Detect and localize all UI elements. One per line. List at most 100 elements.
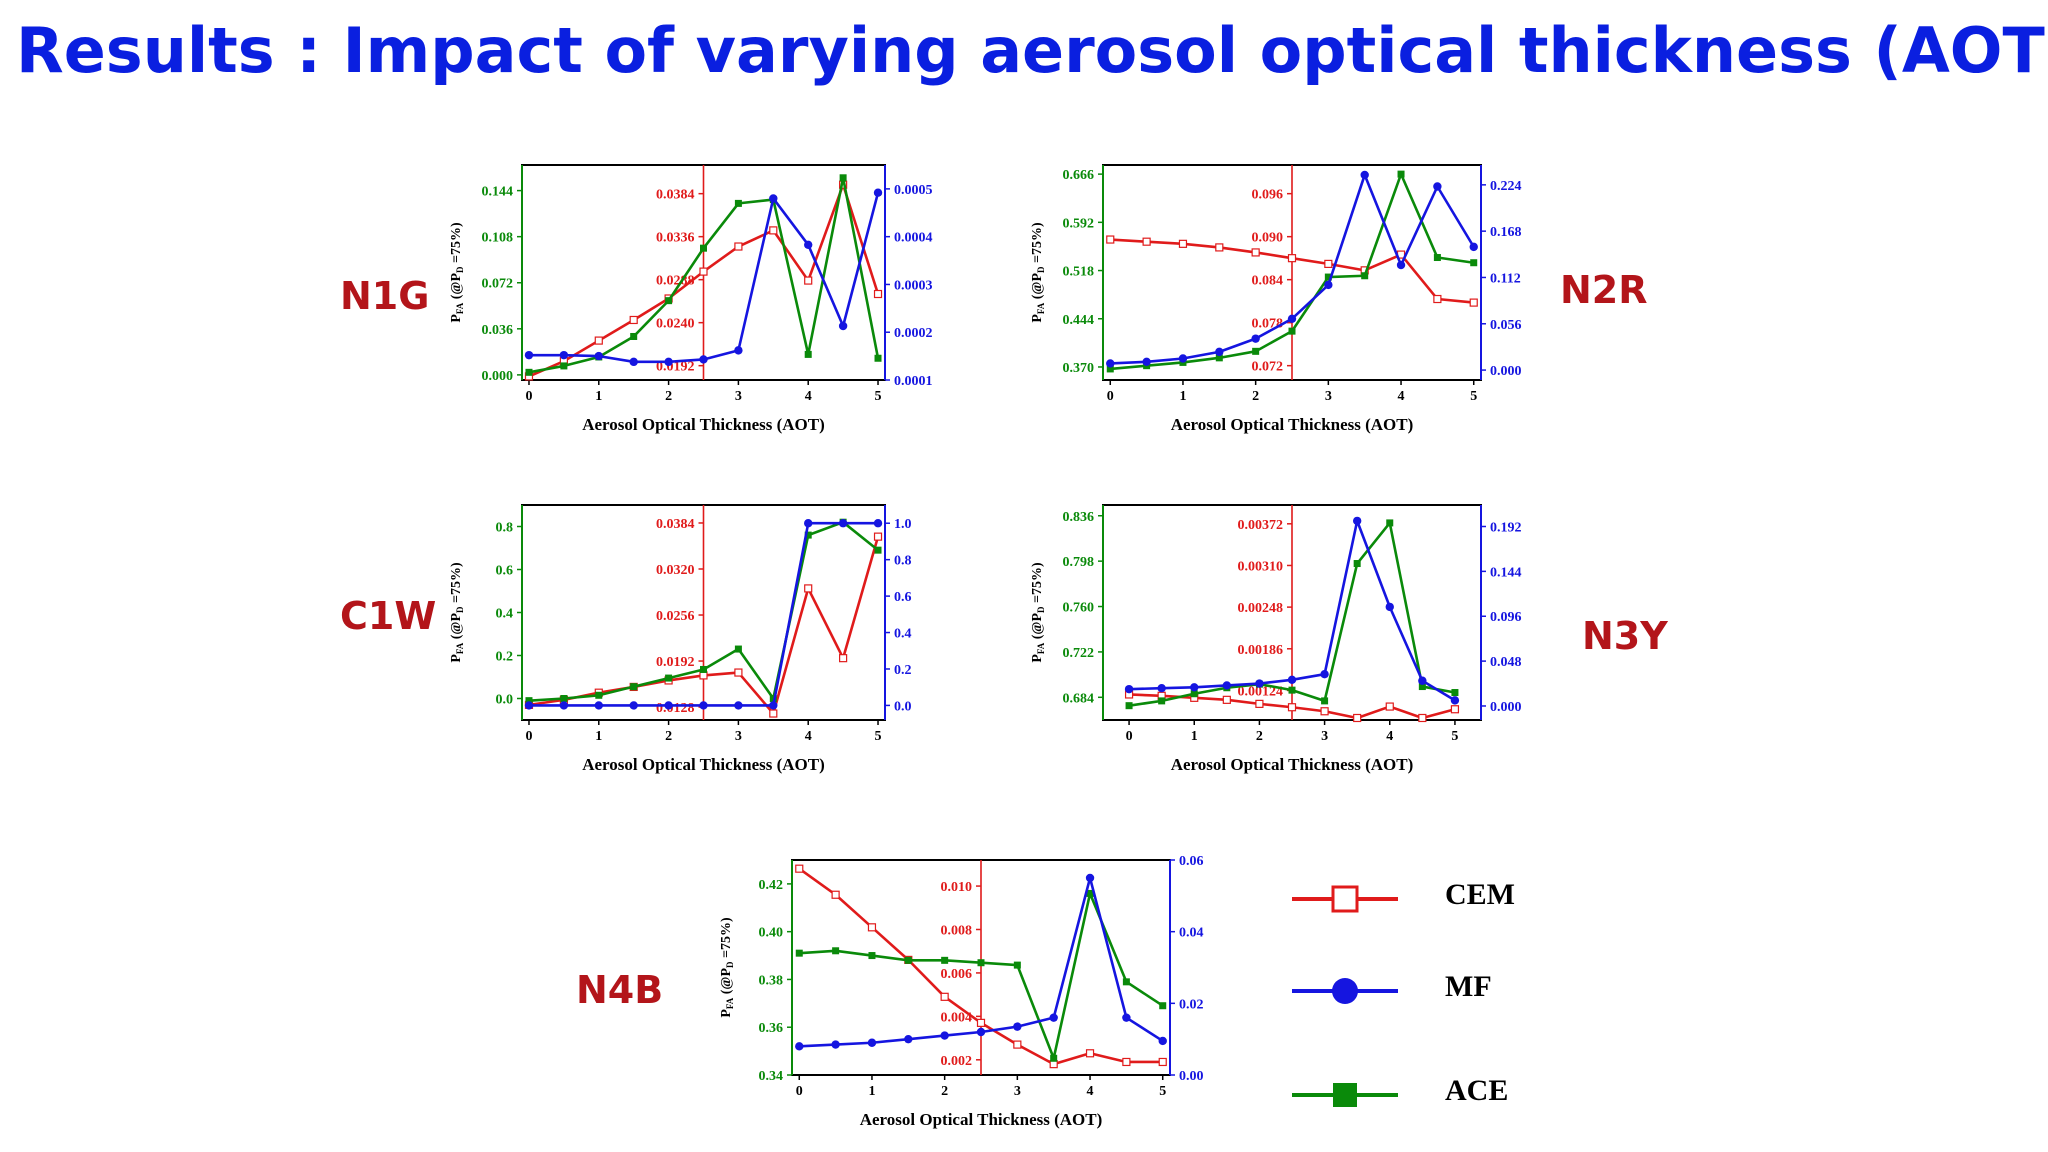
left-tick-label: 0.036: [482, 323, 514, 338]
chart-n3y: 0 1 2 3 4 5 Aerosol Optical Thickness (AOT) 0.6…: [1030, 504, 1522, 774]
right-tick-label: 0.056: [1490, 318, 1522, 333]
point-cem: [1385, 702, 1394, 711]
inner-tick-label: 0.00310: [1238, 559, 1284, 574]
point-mf: [838, 519, 848, 528]
point-ace: [665, 674, 673, 682]
point-cem: [1215, 243, 1224, 252]
inner-tick-label: 0.0288: [656, 274, 695, 289]
right-tick-label: 0.0002: [894, 326, 933, 341]
inner-tick-label: 0.0256: [656, 609, 695, 624]
inner-tick-label: 0.090: [1252, 231, 1284, 246]
left-tick-label: 0.6: [496, 564, 514, 579]
chart-n4b: 0 1 2 3 4 5 Aerosol Optical Thickness (AOT) 0.3…: [719, 854, 1204, 1129]
legend-marker-ace: [1333, 1083, 1357, 1107]
point-cem: [976, 1018, 986, 1027]
point-ace: [1106, 365, 1114, 373]
legend-swatch-cem: [1292, 885, 1398, 913]
right-tick-label: 0.6: [894, 590, 912, 605]
left-tick-label: 0.108: [482, 231, 514, 246]
point-cem: [873, 289, 883, 299]
point-ace: [832, 947, 840, 955]
point-ace: [1361, 272, 1369, 280]
point-cem: [1469, 298, 1478, 307]
point-ace: [839, 174, 847, 182]
left-tick-label: 0.38: [759, 973, 784, 988]
slide-title: Results : Impact of varying aerosol opti…: [16, 14, 2048, 87]
y-axis-title: PFA (@PD =75%): [1030, 562, 1046, 663]
left-tick-label: 0.34: [759, 1069, 784, 1084]
point-mf: [1255, 679, 1264, 688]
point-cem: [699, 267, 708, 276]
point-cem: [1450, 705, 1460, 714]
point-cem: [804, 276, 813, 285]
point-ace: [904, 956, 912, 964]
point-ace: [1470, 259, 1478, 267]
x-tick-label: 1: [595, 729, 602, 744]
point-ace: [1158, 697, 1166, 705]
point-ace: [1288, 327, 1296, 335]
point-ace: [1050, 1054, 1058, 1062]
x-tick-label: 1: [868, 1084, 875, 1099]
legend-swatch-ace: [1292, 1083, 1398, 1107]
point-mf: [1418, 676, 1427, 685]
x-tick-label: 0: [525, 389, 532, 404]
point-cem: [804, 584, 813, 593]
point-mf: [629, 701, 638, 710]
point-ace: [734, 645, 742, 653]
x-tick-label: 2: [941, 1084, 948, 1099]
x-tick-label: 5: [875, 389, 882, 404]
left-tick-label: 0.666: [1063, 168, 1095, 183]
point-mf: [594, 701, 603, 710]
point-cem: [594, 336, 603, 345]
point-cem: [1433, 294, 1442, 304]
right-tick-label: 0.048: [1490, 655, 1522, 670]
point-ace: [1125, 702, 1133, 710]
point-cem: [867, 923, 877, 932]
point-ace: [1159, 1002, 1167, 1010]
point-ace: [665, 297, 673, 305]
x-axis-title: Aerosol Optical Thickness (AOT): [582, 755, 825, 774]
point-mf: [1122, 1013, 1131, 1022]
inner-tick-label: 0.002: [941, 1054, 973, 1069]
point-ace: [525, 368, 533, 376]
point-ace: [734, 199, 742, 207]
point-ace: [1397, 170, 1405, 178]
point-cem: [1324, 259, 1333, 269]
point-mf: [1320, 669, 1329, 679]
x-axis-title: Aerosol Optical Thickness (AOT): [1171, 415, 1414, 434]
x-tick-label: 4: [805, 729, 812, 744]
inner-tick-label: 0.006: [941, 967, 973, 982]
right-tick-label: 0.02: [1179, 997, 1204, 1012]
point-ace: [1433, 254, 1441, 262]
point-mf: [559, 350, 569, 360]
right-tick-label: 0.0005: [894, 183, 933, 198]
right-tick-label: 0.192: [1490, 521, 1522, 536]
inner-tick-label: 0.0320: [656, 563, 695, 578]
x-tick-label: 2: [1252, 389, 1259, 404]
right-tick-label: 0.112: [1490, 271, 1521, 286]
point-mf: [699, 701, 708, 710]
point-cem: [1106, 235, 1115, 244]
legend-swatch-mf: [1292, 978, 1398, 1004]
x-axis-title: Aerosol Optical Thickness (AOT): [582, 415, 825, 434]
point-cem: [795, 864, 804, 873]
legend-item-cem: CEM: [1280, 874, 1580, 924]
point-mf: [1287, 675, 1297, 685]
chart-label-n2r: N2R: [1560, 268, 1648, 312]
x-tick-label: 3: [735, 389, 742, 404]
point-ace: [977, 959, 985, 967]
point-mf: [1287, 314, 1297, 324]
x-tick-label: 1: [1179, 389, 1186, 404]
point-cem: [1287, 703, 1297, 712]
left-tick-label: 0.2: [496, 650, 514, 665]
right-tick-label: 0.0: [894, 699, 912, 714]
point-mf: [734, 701, 743, 710]
inner-tick-label: 0.0384: [656, 517, 695, 532]
point-mf: [873, 188, 883, 197]
point-mf: [524, 701, 534, 710]
right-tick-label: 0.8: [894, 554, 912, 569]
point-mf: [734, 346, 743, 355]
left-tick-label: 0.40: [759, 926, 784, 941]
inner-tick-label: 0.00186: [1238, 643, 1284, 658]
inner-tick-label: 0.00372: [1238, 518, 1284, 533]
